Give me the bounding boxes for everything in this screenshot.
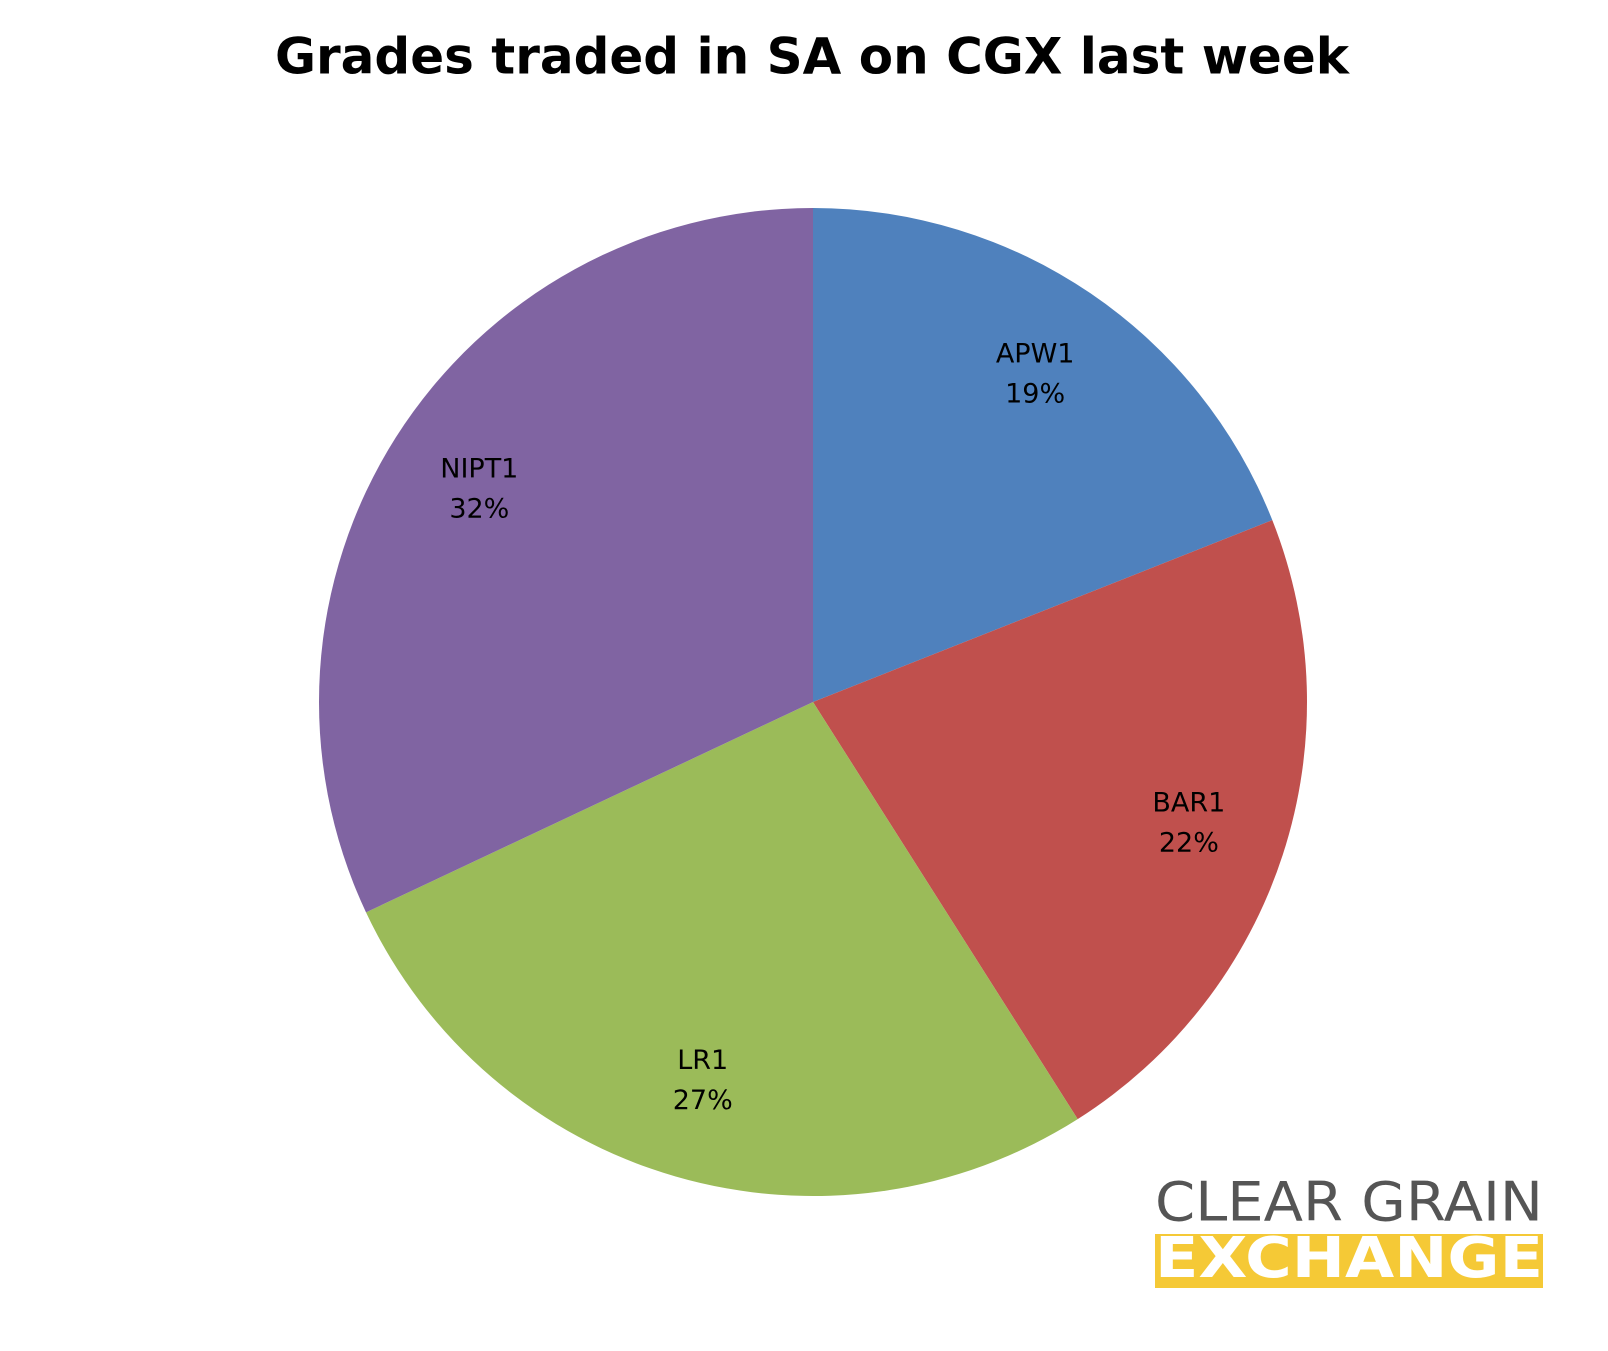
slice-label: APW1 xyxy=(996,339,1075,370)
slice-label: BAR1 xyxy=(1152,788,1225,819)
logo-line2: EXCHANGE xyxy=(1155,1226,1543,1291)
value-label: 27% xyxy=(673,1085,733,1116)
pie-slice xyxy=(813,520,1307,1120)
logo-band xyxy=(1155,1234,1543,1288)
chart-title: Grades traded in SA on CGX last week xyxy=(275,28,1351,86)
value-label: 19% xyxy=(1005,379,1065,410)
pie-slice xyxy=(318,208,813,913)
logo: CLEAR GRAIN EXCHANGE xyxy=(1155,1171,1543,1291)
logo-line1: CLEAR GRAIN xyxy=(1155,1171,1543,1234)
value-label: 22% xyxy=(1159,828,1219,859)
pie-slice xyxy=(366,702,1078,1197)
slice-label: LR1 xyxy=(677,1045,728,1076)
pie: APW1 19% BAR1 22% LR1 27% NIPT1 32% xyxy=(318,208,1307,1197)
slice-label: NIPT1 xyxy=(440,454,518,485)
pie-slice xyxy=(813,208,1273,702)
value-label: 32% xyxy=(449,494,509,525)
